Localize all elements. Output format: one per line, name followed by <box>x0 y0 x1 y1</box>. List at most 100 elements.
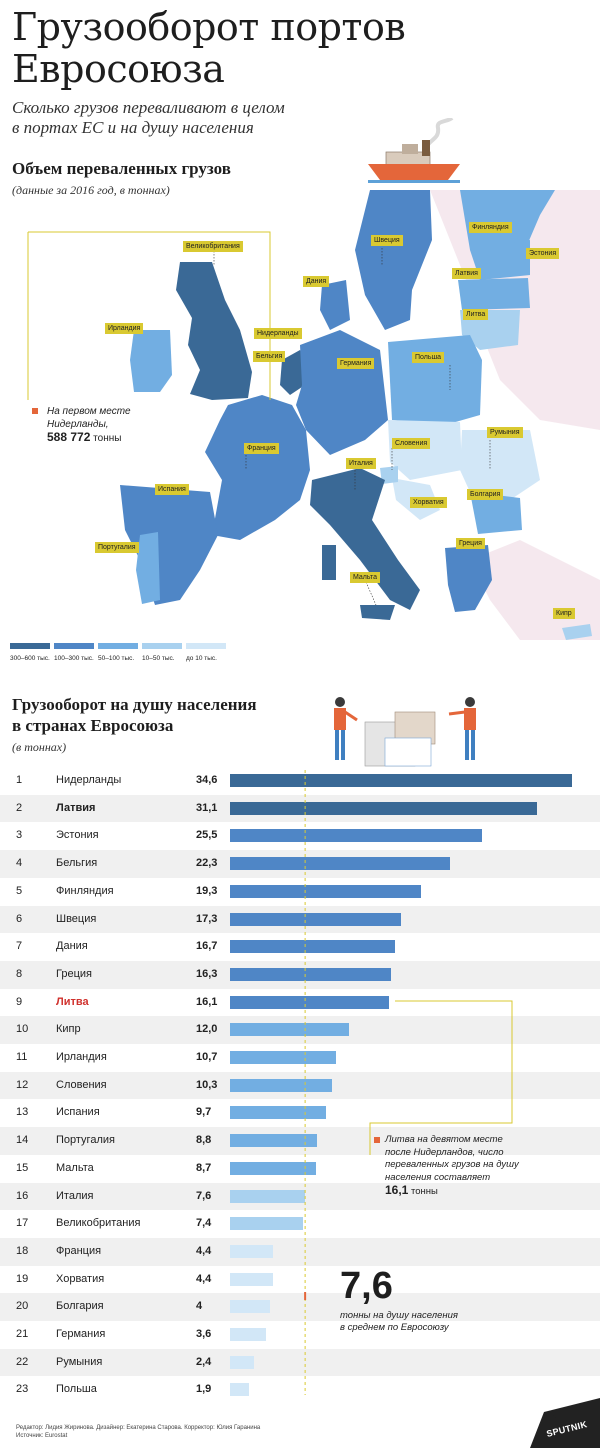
row-value: 17,3 <box>196 912 218 925</box>
map-label-croatia: Хорватия <box>410 497 447 508</box>
spain-region <box>120 485 218 605</box>
row-value: 10,3 <box>196 1078 218 1091</box>
bar <box>230 1300 270 1314</box>
map-label-netherlands: Нидерланды <box>254 328 302 339</box>
row-country: Ирландия <box>56 1051 107 1063</box>
map-label-bulgaria: Болгария <box>467 489 504 500</box>
chart-row: 15 Мальта 8,7 <box>0 1155 600 1183</box>
chart-row: 20 Болгария 4 <box>0 1293 600 1321</box>
legend-swatch <box>98 643 138 649</box>
chart-row: 4 Бельгия 22,3 <box>0 850 600 878</box>
row-country: Швеция <box>56 912 97 925</box>
row-value: 7,6 <box>196 1189 212 1202</box>
legend-label: до 10 тыс. <box>186 655 217 662</box>
footer-line2: Источник: Eurostat <box>16 1433 68 1439</box>
average-text: тонны на душу населения в среднем по Евр… <box>340 1310 458 1334</box>
row-country: Португалия <box>56 1134 115 1147</box>
map-label-portugal: Португалия <box>95 542 139 553</box>
row-country: Болгария <box>56 1300 104 1313</box>
chart-row: 22 Румыния 2,4 <box>0 1348 600 1377</box>
bar <box>230 967 392 981</box>
page-subtitle-line1: Сколько грузов переваливают в целом <box>12 98 285 117</box>
map-section-title: Объем переваленных грузов <box>12 159 231 178</box>
annotation-leader <box>369 1000 513 1155</box>
chart-row: 19 Хорватия 4,4 <box>0 1266 600 1294</box>
row-value: 1,9 <box>196 1383 212 1396</box>
row-value: 4 <box>196 1300 203 1313</box>
row-rank: 21 <box>16 1328 29 1340</box>
sputnik-logo: SPUTNIK <box>530 1398 600 1448</box>
bar <box>230 1078 332 1092</box>
annotation-value: 16,1 <box>385 1183 409 1197</box>
map-label-poland: Польша <box>412 352 445 363</box>
row-rank: 20 <box>16 1300 29 1313</box>
row-country: Кипр <box>56 1023 81 1036</box>
bar <box>230 1328 266 1341</box>
chart-row: 21 Германия 3,6 <box>0 1321 600 1349</box>
portugal-region <box>136 532 160 604</box>
row-value: 3,6 <box>196 1328 212 1340</box>
row-country: Финляндия <box>56 884 114 897</box>
row-value: 19,3 <box>196 884 218 897</box>
bar <box>230 1051 336 1064</box>
map-legend: 300–600 тыс. 100–300 тыс. 50–100 тыс. 10–50… <box>10 643 226 662</box>
row-value: 34,6 <box>196 774 218 786</box>
sicily-region <box>360 605 395 620</box>
chart-row: 18 Франция 4,4 <box>0 1237 600 1266</box>
bar <box>230 1189 306 1203</box>
row-rank: 17 <box>16 1217 29 1230</box>
bar <box>230 1272 274 1286</box>
row-value: 9,7 <box>196 1106 212 1119</box>
row-country: Греция <box>56 967 92 980</box>
sweden-region <box>355 190 432 330</box>
map-note-value: 588 772 <box>47 430 91 444</box>
legend-label: 300–600 тыс. <box>10 655 50 662</box>
bar <box>230 1134 317 1148</box>
row-rank: 18 <box>16 1244 29 1257</box>
row-country: Словения <box>56 1078 107 1091</box>
row-country: Франция <box>56 1244 102 1257</box>
bar <box>230 912 401 926</box>
map-label-estonia: Эстония <box>526 248 560 259</box>
row-value: 16,7 <box>196 940 218 953</box>
legend-label: 100–300 тыс. <box>54 655 94 662</box>
latvia-region <box>458 278 530 310</box>
map-label-greece: Греция <box>456 538 485 549</box>
page-title: Грузооборот портов Евросоюза <box>12 6 432 90</box>
chart-title: Грузооборот на душу населения в странах … <box>12 694 257 736</box>
legend-swatch <box>186 643 226 649</box>
row-country: Эстония <box>56 829 99 842</box>
row-rank: 1 <box>16 774 23 786</box>
row-rank: 23 <box>16 1383 29 1396</box>
chart-annotation: Литва на девятом месте после Нидерландов… <box>385 1134 535 1199</box>
ireland-region <box>130 330 172 392</box>
footer-credits: Редактор: Лидия Жиринова. Дизайнер: Екат… <box>16 1424 260 1440</box>
row-country: Нидерланды <box>56 774 122 786</box>
annotation-line2: после Нидерландов, число <box>385 1146 504 1158</box>
bar <box>230 1244 274 1258</box>
map-label-sweden: Швеция <box>371 235 403 246</box>
row-value: 12,0 <box>196 1023 218 1036</box>
row-country: Великобритания <box>56 1217 141 1230</box>
row-rank: 9 <box>16 995 23 1008</box>
row-value: 22,3 <box>196 857 218 870</box>
uk-region <box>176 262 252 400</box>
chart-row: 17 Великобритания 7,4 <box>0 1210 600 1238</box>
page-subtitle: Сколько грузов переваливают в целом в по… <box>12 98 412 138</box>
annotation-unit: тонны <box>411 1186 438 1197</box>
row-country: Дания <box>56 940 88 953</box>
bar <box>230 1023 349 1037</box>
italy-region <box>310 468 420 610</box>
row-value: 2,4 <box>196 1355 212 1368</box>
page-subtitle-line2: в портах ЕС и на душу населения <box>12 118 254 137</box>
map-label-latvia: Латвия <box>452 268 481 279</box>
row-value: 4,4 <box>196 1244 212 1257</box>
chart-row: 12 Словения 10,3 <box>0 1071 600 1100</box>
bar <box>230 1217 304 1231</box>
chart-title-line2: в странах Евросоюза <box>12 716 174 735</box>
bar <box>230 884 421 898</box>
legend-swatch <box>142 643 182 649</box>
estonia-region <box>470 240 530 280</box>
row-country: Латвия <box>56 801 96 814</box>
